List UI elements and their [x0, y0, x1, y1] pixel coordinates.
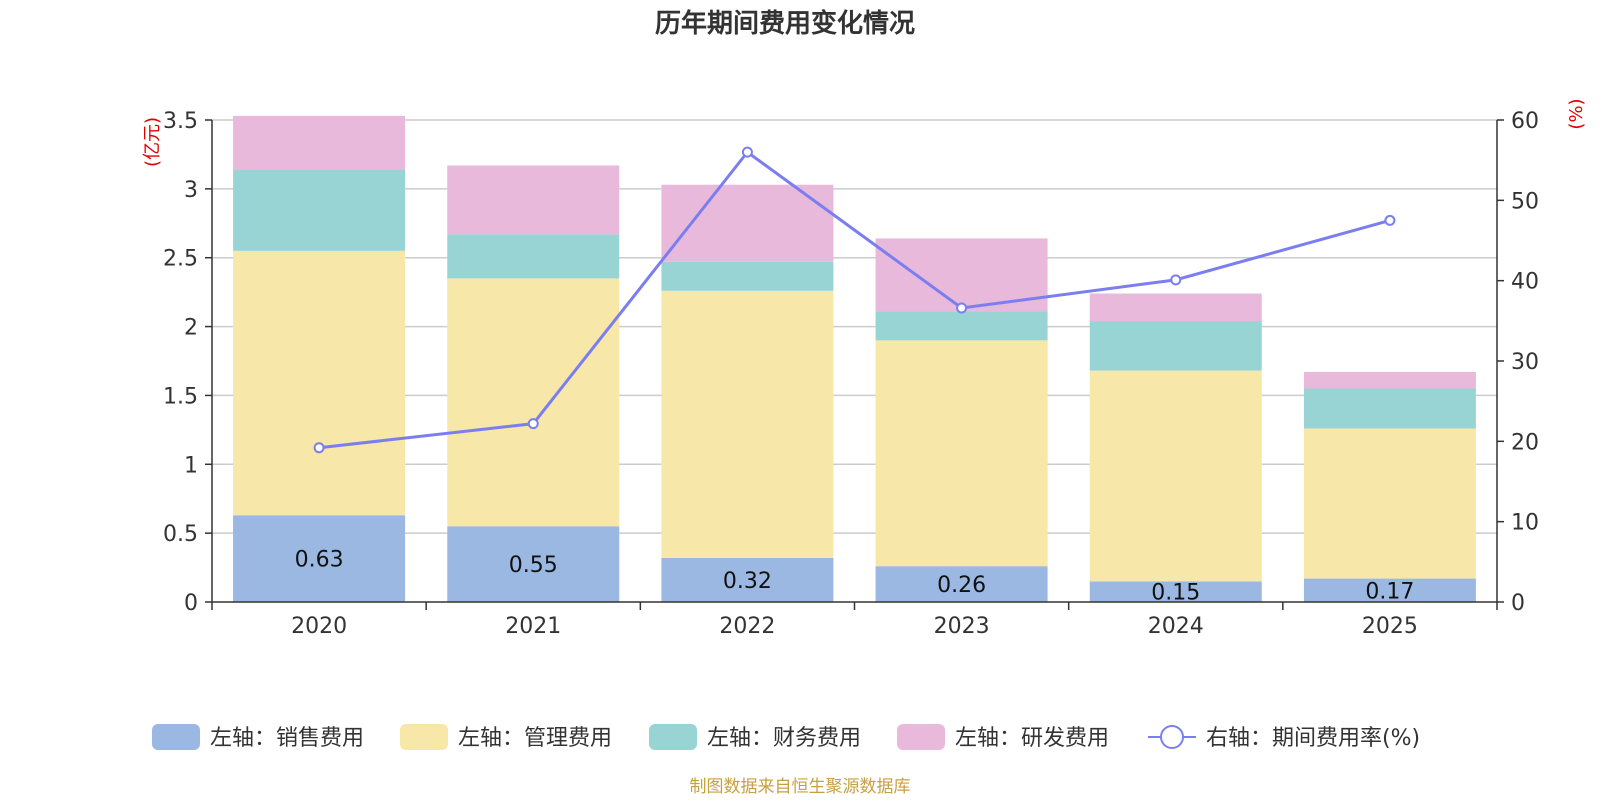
right-axis-tick-label: 10 — [1511, 511, 1539, 536]
x-axis-label-2025: 2025 — [1362, 614, 1418, 639]
rate-point-2020 — [313, 442, 325, 454]
legend-label-5: 右轴：期间费用率(%) — [1206, 726, 1420, 751]
right-axis-tick-label: 60 — [1511, 109, 1539, 134]
rate-point-2024 — [1170, 274, 1182, 286]
bar-2022-series-2 — [661, 290, 834, 558]
bar-2024-series-3 — [1089, 321, 1262, 371]
rate-point-2025 — [1384, 214, 1396, 226]
bar-data-label-2022: 0.32 — [723, 569, 772, 594]
bar-2023-series-1 — [875, 566, 1048, 602]
left-axis-unit: (亿元) — [142, 117, 163, 167]
legend-swatch-3 — [649, 724, 697, 750]
bar-2023-series-3 — [875, 311, 1048, 341]
left-axis-tick-label: 3.5 — [163, 109, 198, 134]
bar-2024-series-2 — [1089, 370, 1262, 582]
left-axis-tick-label: 0 — [184, 591, 198, 616]
rate-point-2023 — [956, 302, 968, 314]
legend-label-4: 左轴：研发费用 — [955, 726, 1109, 751]
right-axis-tick-label: 0 — [1511, 591, 1525, 616]
right-axis-unit: (%) — [1566, 98, 1587, 129]
data-source-note: 制图数据来自恒生聚源数据库 — [690, 777, 911, 797]
bar-2020-series-2 — [233, 250, 406, 516]
bar-2020-series-3 — [233, 169, 406, 251]
right-axis-tick-label: 50 — [1511, 189, 1539, 214]
x-axis-label-2021: 2021 — [505, 614, 561, 639]
left-axis-tick-label: 1.5 — [163, 384, 198, 409]
bar-2023-series-2 — [875, 340, 1048, 567]
bar-2025-series-2 — [1303, 428, 1476, 579]
bar-2021-series-1 — [447, 526, 620, 602]
axes: 0 0.5 1 1.5 2 2.5 3 3.5 0 10 20 30 40 50 60 2020 2021 202… — [163, 109, 1539, 639]
rate-point-2022 — [741, 146, 753, 158]
legend: 左轴：销售费用 左轴：管理费用 左轴：财务费用 左轴：研发费用 右轴：期间费用率(%) — [152, 724, 1420, 751]
grid-lines — [212, 119, 1497, 534]
legend-swatch-2 — [400, 724, 448, 750]
bar-data-label-2021: 0.55 — [509, 553, 558, 578]
x-axis-label-2023: 2023 — [934, 614, 990, 639]
legend-label-3: 左轴：财务费用 — [707, 726, 861, 751]
legend-swatch-1 — [152, 724, 200, 750]
bar-data-label-2025: 0.17 — [1365, 579, 1414, 604]
bar-2024-series-1 — [1089, 581, 1262, 602]
bar-2022-series-1 — [661, 557, 834, 602]
x-axis-label-2024: 2024 — [1148, 614, 1204, 639]
bars: 0.63 0.550.32 0.26 0.15 0.17 — [233, 115, 1476, 606]
legend-label-1: 左轴：销售费用 — [210, 726, 364, 751]
bar-2021-series-3 — [447, 234, 620, 279]
legend-swatch-4 — [897, 724, 945, 750]
legend-label-2: 左轴：管理费用 — [458, 726, 612, 751]
bar-2025-series-3 — [1303, 388, 1476, 429]
right-axis-tick-label: 30 — [1511, 350, 1539, 375]
rate-point-2021 — [527, 418, 539, 430]
left-axis-tick-label: 1 — [184, 453, 198, 478]
right-axis-tick-label: 20 — [1511, 430, 1539, 455]
chart-title: 历年期间费用变化情况 — [655, 8, 915, 39]
bar-data-label-2020: 0.63 — [295, 548, 344, 573]
left-axis-tick-label: 0.5 — [163, 522, 198, 547]
legend-circle-swatch — [1160, 725, 1184, 749]
right-axis-tick-label: 40 — [1511, 270, 1539, 295]
bar-data-label-2023: 0.26 — [937, 573, 986, 598]
bar-2021-series-2 — [447, 278, 620, 527]
x-axis-label-2022: 2022 — [719, 614, 775, 639]
bar-2024-series-4 — [1089, 293, 1262, 322]
left-axis-tick-label: 3 — [184, 178, 198, 203]
rate-line-path — [318, 150, 1391, 450]
bar-2021-series-4 — [447, 165, 620, 235]
left-axis-tick-label: 2 — [184, 316, 198, 341]
bar-2025-series-1 — [1303, 578, 1476, 602]
rate-line — [313, 146, 1396, 454]
bar-2025-series-4 — [1303, 372, 1476, 389]
bar-2020-series-1 — [233, 515, 406, 602]
x-axis-label-2020: 2020 — [291, 614, 347, 639]
bar-2020-series-4 — [233, 115, 406, 170]
bar-2022-series-3 — [661, 261, 834, 291]
left-axis-tick-label: 2.5 — [163, 247, 198, 272]
